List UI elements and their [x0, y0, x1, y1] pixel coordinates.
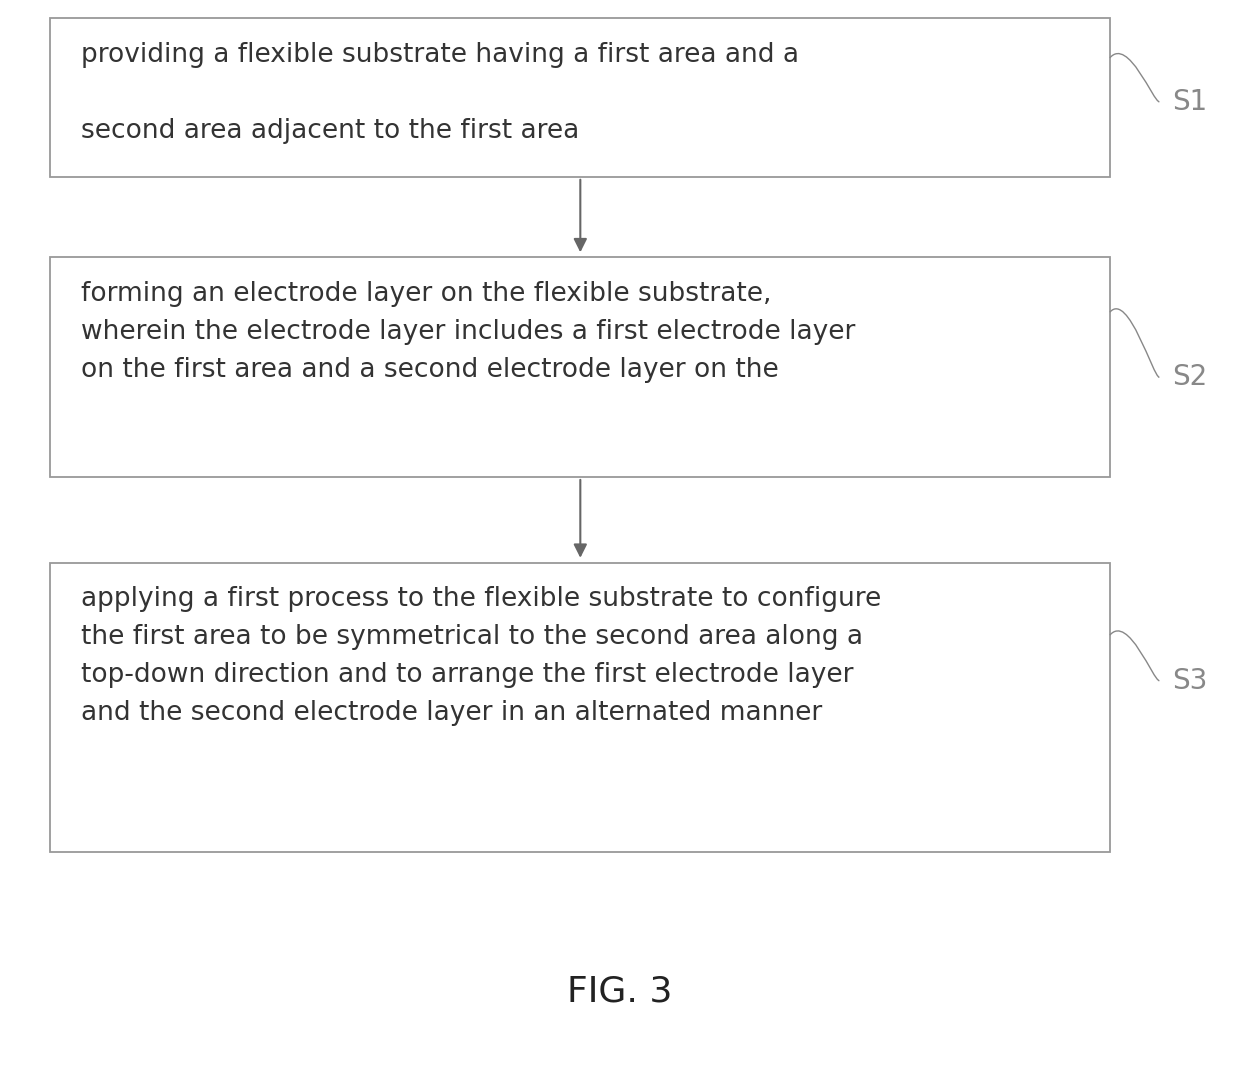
Bar	[50, 18, 1110, 177]
Text: S1: S1	[1172, 88, 1207, 116]
Bar	[50, 563, 1110, 852]
Text: S3: S3	[1172, 667, 1208, 695]
Text: forming an electrode layer on the flexible substrate,
wherein the electrode laye: forming an electrode layer on the flexib…	[81, 281, 854, 383]
Text: S2: S2	[1172, 363, 1207, 391]
Text: providing a flexible substrate having a first area and a

second area adjacent t: providing a flexible substrate having a …	[81, 42, 799, 144]
Bar	[50, 257, 1110, 477]
Text: applying a first process to the flexible substrate to configure
the first area t: applying a first process to the flexible…	[81, 586, 880, 727]
Text: FIG. 3: FIG. 3	[568, 974, 672, 1009]
